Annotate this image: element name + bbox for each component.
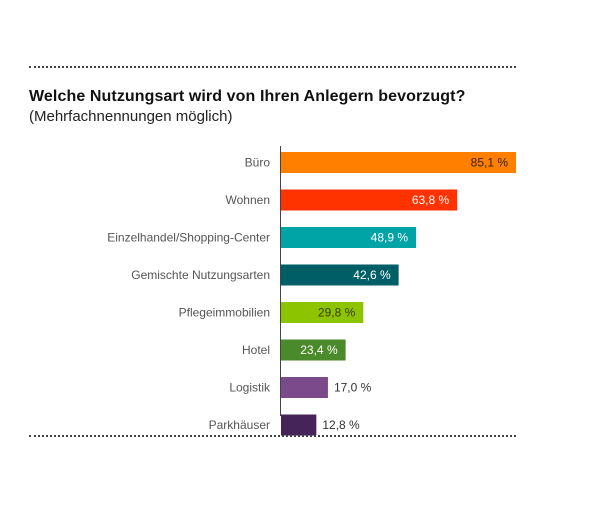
category-label-hotel: Hotel xyxy=(242,343,270,357)
bottom-divider xyxy=(29,435,516,437)
bar-parkhaeuser xyxy=(281,414,317,436)
chart-title: Welche Nutzungsart wird von Ihren Anlege… xyxy=(29,88,466,105)
category-label-parkhaeuser: Parkhäuser xyxy=(209,418,270,432)
bar-einzelhandel-shopping-center xyxy=(281,227,417,248)
value-label-hotel: 23,4 % xyxy=(300,343,338,357)
bars-layer: Büro 85,1 % Wohnen 63,8 % Einzelhandel/Shopp… xyxy=(107,152,516,436)
bar-gemischte-nutzungsarten xyxy=(281,264,399,286)
category-label-gemischte-nutzungsarten: Gemischte Nutzungsarten xyxy=(131,268,270,282)
category-label-wohnen: Wohnen xyxy=(226,193,270,207)
value-label-wohnen: 63,8 % xyxy=(412,193,450,207)
category-label-einzelhandel-shopping-center: Einzelhandel/Shopping-Center xyxy=(107,231,270,245)
bar-buero xyxy=(281,152,516,173)
bar-wohnen xyxy=(281,189,458,211)
value-label-gemischte-nutzungsarten: 42,6 % xyxy=(353,268,391,282)
category-label-logistik: Logistik xyxy=(229,381,271,395)
top-divider xyxy=(29,66,516,68)
value-label-parkhaeuser: 12,8 % xyxy=(322,418,360,432)
chart-subtitle: (Mehrfachnennungen möglich) xyxy=(29,108,233,125)
value-label-einzelhandel-shopping-center: 48,9 % xyxy=(371,231,409,245)
category-label-pflegeimmobilien: Pflegeimmobilien xyxy=(179,306,270,320)
value-label-logistik: 17,0 % xyxy=(334,381,372,395)
value-label-buero: 85,1 % xyxy=(471,156,509,170)
value-label-pflegeimmobilien: 29,8 % xyxy=(318,306,356,320)
bar-pflegeimmobilien xyxy=(281,302,364,323)
category-label-buero: Büro xyxy=(245,156,271,170)
bar-logistik xyxy=(281,377,328,398)
bar-hotel xyxy=(281,339,346,361)
